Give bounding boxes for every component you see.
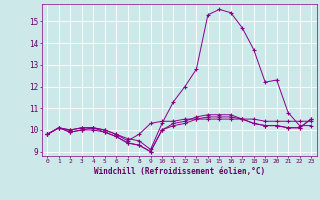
X-axis label: Windchill (Refroidissement éolien,°C): Windchill (Refroidissement éolien,°C) xyxy=(94,167,265,176)
